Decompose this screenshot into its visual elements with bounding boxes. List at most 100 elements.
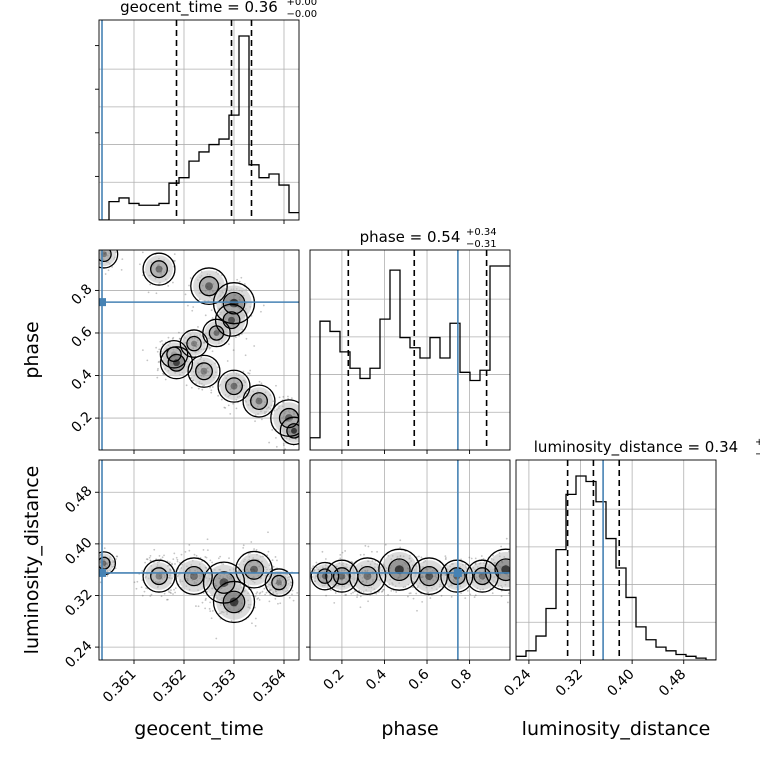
contour-inner [494, 558, 510, 582]
density-core [226, 378, 242, 394]
density-blob [220, 372, 248, 401]
density-core [358, 567, 377, 585]
x-tick-label-luminosity_distance: 0.48 [656, 666, 689, 699]
hist-title-luminosity_distance: luminosity_distance = 0.34 [534, 438, 738, 457]
contour-outer [190, 267, 228, 306]
density-peak [229, 298, 239, 308]
2d-panel-geocent_time-vs-luminosity_distance [98, 459, 300, 661]
density-peak [205, 282, 213, 291]
contour-outer [159, 346, 194, 380]
hist-title-plus-phase: +0.34 [466, 227, 497, 238]
x-tick-label-luminosity_distance: 0.24 [501, 666, 534, 699]
density-peak [478, 572, 486, 580]
density-peak [425, 572, 434, 581]
density-peak [228, 316, 235, 324]
x-tick-label-geocent_time: 0.363 [200, 666, 240, 706]
contour-inner [286, 423, 299, 439]
density-core [272, 576, 286, 590]
density-peak [338, 572, 346, 580]
contour-inner [332, 567, 351, 586]
density-blob [351, 560, 384, 592]
density-core [185, 567, 203, 585]
density-core [209, 326, 224, 340]
contour-outer [279, 416, 299, 446]
density-peak [291, 427, 297, 434]
histogram-geocent_time [99, 35, 299, 220]
contour-outer [310, 561, 340, 591]
density-peak [155, 572, 163, 580]
y-tick-label-phase: 0.2 [69, 409, 96, 436]
density-peak [321, 573, 328, 580]
x-tick-label-phase: 0.6 [406, 666, 433, 693]
contour-outer [264, 568, 294, 597]
contour-inner [186, 335, 202, 352]
contour-outer [440, 559, 474, 593]
density-peak [363, 572, 372, 581]
hist-frame-geocent_time [98, 19, 300, 221]
2d-frame [309, 459, 511, 661]
density-peak [250, 565, 258, 574]
truth-marker [99, 568, 106, 577]
contour-outer [142, 252, 176, 286]
contour-inner [271, 574, 287, 591]
2d-frame [98, 459, 300, 661]
contour-outer [142, 559, 176, 593]
density-peak [191, 340, 197, 347]
contour-outer [159, 339, 189, 369]
density-peak [255, 397, 263, 405]
contour-inner [225, 377, 243, 396]
density-blob [267, 570, 291, 595]
density-peak [200, 367, 208, 375]
hist-title-geocent_time: geocent_time = 0.36 [120, 0, 278, 17]
contour-inner [183, 565, 205, 587]
contour-inner [208, 325, 225, 341]
contour-inner [167, 353, 186, 372]
hist-title-minus-geocent_time: −0.00 [287, 9, 318, 20]
x-axis-label-geocent_time: geocent_time [134, 718, 263, 740]
contour-inner [150, 567, 168, 586]
contour-outer [410, 557, 449, 595]
x-tick-label-phase: 0.4 [363, 666, 390, 693]
contour-outer [175, 557, 213, 595]
density-blob [182, 331, 206, 356]
contour-inner [317, 568, 333, 584]
contour-inner [357, 565, 378, 587]
contour-inner [447, 567, 466, 586]
contour-outer [99, 250, 119, 269]
y-tick-label-phase: 0.8 [69, 281, 96, 308]
x-tick-label-phase: 0.8 [448, 666, 475, 693]
contour-outer [465, 559, 499, 593]
contour-outer [179, 329, 209, 358]
contour-inner [198, 276, 220, 297]
y-axis-label-phase: phase [21, 321, 43, 378]
contour-inner [388, 558, 411, 582]
x-tick-label-geocent_time: 0.364 [250, 666, 290, 706]
contour-outer [187, 354, 221, 388]
density-blob [413, 560, 445, 592]
contour-outer [212, 282, 256, 325]
contour-inner [195, 362, 213, 381]
contour-inner [222, 590, 246, 614]
density-peak [213, 330, 220, 336]
hist-title-minus-phase: −0.31 [466, 239, 497, 250]
contour-inner [222, 291, 246, 315]
2d-panel-phase-vs-luminosity_distance [309, 459, 511, 661]
2d-grid [99, 460, 299, 660]
x-tick-label-geocent_time: 0.361 [100, 666, 140, 706]
contour-outer [214, 303, 249, 337]
hist-title-plus-geocent_time: +0.00 [287, 0, 318, 8]
density-blob [145, 255, 173, 284]
truth-marker [453, 568, 462, 577]
density-blob [145, 562, 173, 590]
density-core [187, 337, 201, 351]
density-peak [155, 265, 163, 273]
hist-panel-geocent_time: geocent_time = 0.36 +0.00−0.00 [95, 0, 318, 221]
contour-inner [473, 567, 492, 586]
x-tick-label-geocent_time: 0.362 [150, 666, 190, 706]
2d-grid [310, 460, 510, 660]
density-core [420, 567, 438, 585]
contour-inner [250, 392, 268, 411]
hist-panel-phase: phase = 0.54 +0.34−0.31 [309, 227, 511, 451]
histogram-luminosity_distance [516, 475, 716, 660]
